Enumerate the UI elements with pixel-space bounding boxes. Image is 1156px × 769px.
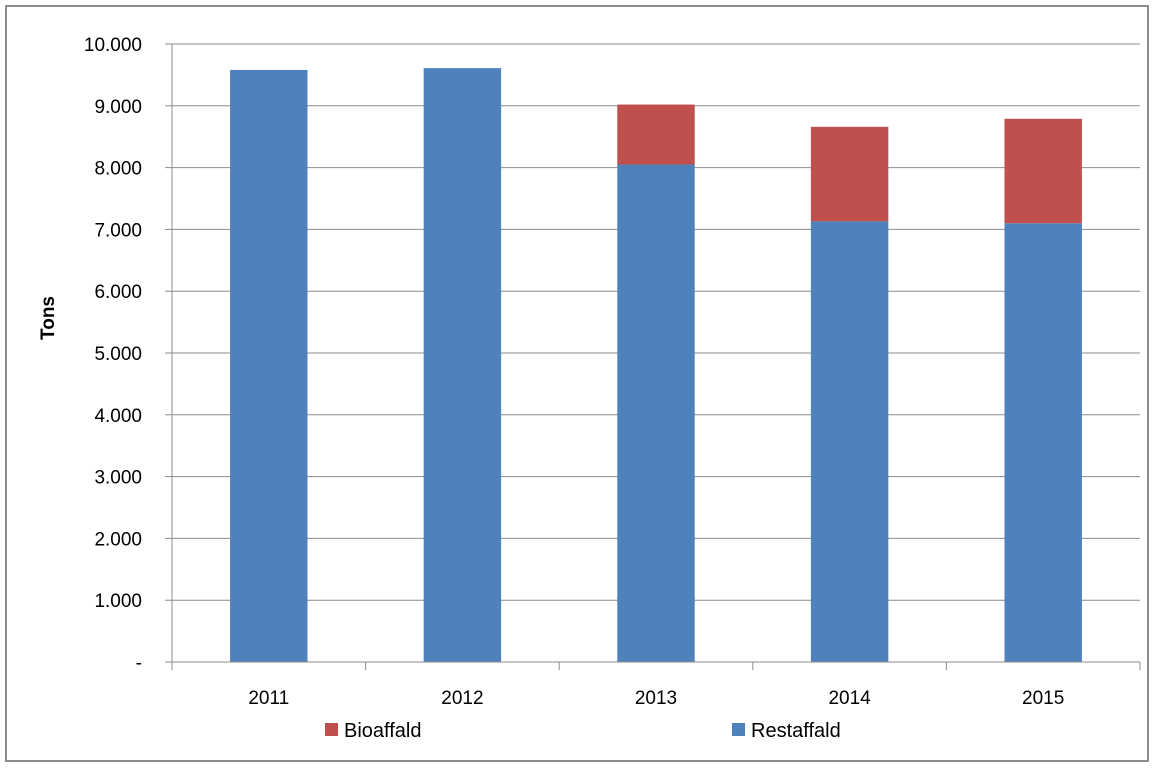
x-tick-label: 2015: [1022, 688, 1064, 709]
chart-frame: [5, 5, 1149, 762]
legend-label-restaffald: Restaffald: [751, 720, 841, 742]
bar-bioaffald-2014: [810, 126, 889, 222]
bar-restaffald-2014: [810, 221, 889, 662]
y-tick-label: 3.000: [94, 468, 142, 489]
legend-swatch-restaffald: [732, 723, 745, 736]
y-tick-label: 8.000: [94, 159, 142, 180]
bar-restaffald-2015: [1004, 223, 1082, 662]
y-tick-label: 6.000: [94, 282, 142, 303]
y-tick-label: 7.000: [94, 220, 142, 241]
x-tick-labels: 2011 2012 2013 2014 2015: [248, 688, 1064, 709]
bar-bioaffald-2015: [1004, 118, 1082, 224]
bar-restaffald-2011: [230, 69, 308, 663]
y-tick-label: 4.000: [94, 406, 142, 427]
axes: [165, 43, 1141, 670]
y-tick-label: -: [136, 653, 142, 674]
legend-swatch-bioaffald: [325, 723, 338, 736]
bar-restaffald-2013: [617, 164, 695, 662]
y-tick-labels: - 1.000 2.000 3.000 4.000 5.000 6.000 7.000 8.00…: [84, 35, 142, 674]
y-tick-label: 5.000: [94, 344, 142, 365]
y-tick-label: 2.000: [94, 529, 142, 550]
x-tick-label: 2012: [441, 688, 483, 709]
x-tick-label: 2011: [248, 688, 289, 709]
y-tick-label: 10.000: [84, 35, 142, 56]
legend: Bioaffald Restaffald: [325, 720, 841, 742]
x-tick-label: 2013: [635, 688, 677, 709]
bars: [230, 68, 1082, 663]
y-tick-label: 1.000: [94, 591, 142, 612]
x-tick-label: 2014: [828, 688, 871, 709]
y-axis-title: Tons: [38, 296, 59, 340]
bar-restaffald-2012: [423, 68, 502, 663]
bar-bioaffald-2013: [617, 104, 695, 165]
legend-label-bioaffald: Bioaffald: [344, 720, 421, 742]
y-tick-label: 9.000: [94, 97, 142, 118]
